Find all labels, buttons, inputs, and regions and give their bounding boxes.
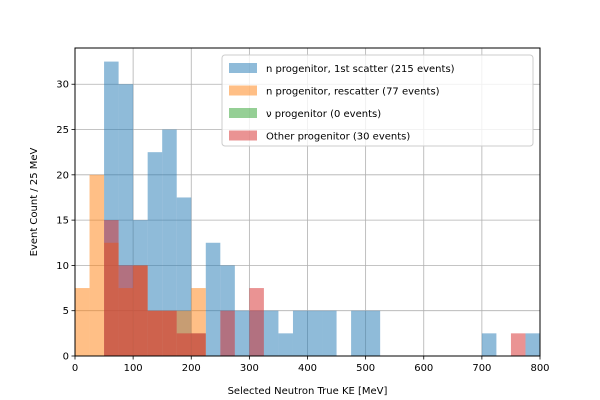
histogram-bar <box>220 310 235 356</box>
y-tick-label: 30 <box>56 80 69 91</box>
histogram-bar <box>307 310 323 356</box>
histogram-bar <box>481 333 497 356</box>
series-3-bars <box>104 220 526 356</box>
y-tick-label: 0 <box>63 352 69 363</box>
histogram-bars <box>75 61 540 357</box>
legend-label: n progenitor, 1st scatter (215 events) <box>266 64 455 75</box>
histogram-bar <box>249 288 264 356</box>
x-axis-label: Selected Neutron True KE [MeV] <box>228 386 388 397</box>
x-axis-ticks: 0 100 200 300 400 500 600 700 800 <box>72 356 550 374</box>
histogram-bar <box>191 333 206 356</box>
x-tick-label: 300 <box>240 363 259 374</box>
histogram-bar <box>322 310 337 356</box>
legend-swatch <box>229 85 257 96</box>
y-tick-label: 20 <box>56 170 69 181</box>
legend-swatch <box>229 63 257 73</box>
legend-label: Other progenitor (30 events) <box>266 132 410 143</box>
y-axis-label: Event Count / 25 MeV <box>29 147 40 256</box>
histogram-bar <box>162 129 177 356</box>
y-tick-label: 25 <box>56 125 69 136</box>
y-tick-label: 15 <box>56 216 69 227</box>
x-tick-label: 400 <box>298 363 317 374</box>
x-tick-label: 100 <box>124 363 143 374</box>
histogram-bar <box>89 174 105 356</box>
histogram-bar <box>263 310 279 356</box>
histogram-bar <box>176 333 192 356</box>
x-tick-label: 700 <box>472 363 491 374</box>
legend-label: n progenitor, rescatter (77 events) <box>266 87 440 98</box>
y-tick-label: 5 <box>63 306 69 317</box>
histogram-bar <box>118 265 134 356</box>
legend-swatch <box>229 130 257 141</box>
histogram-bar <box>147 152 163 356</box>
histogram-bar <box>525 333 540 356</box>
y-axis-ticks: 0 5 10 15 20 25 30 <box>56 80 75 363</box>
histogram-bar <box>104 220 119 356</box>
y-tick-label: 10 <box>56 261 69 272</box>
histogram-bar <box>133 265 148 356</box>
legend-swatch <box>229 108 257 118</box>
histogram-bar <box>292 310 308 356</box>
histogram-bar <box>510 333 526 356</box>
x-tick-label: 200 <box>182 363 201 374</box>
histogram-bar <box>162 310 177 356</box>
legend-box <box>221 54 534 147</box>
legend: n progenitor, 1st scatter (215 events) n … <box>221 54 534 147</box>
histogram-bar <box>147 310 163 356</box>
histogram-bar <box>351 310 366 356</box>
histogram-bar <box>75 288 90 356</box>
histogram-bar <box>234 310 250 356</box>
x-tick-label: 600 <box>414 363 433 374</box>
x-tick-label: 0 <box>72 363 78 374</box>
histogram-bar <box>278 333 293 356</box>
x-tick-label: 800 <box>530 363 549 374</box>
histogram-bar <box>365 310 381 356</box>
histogram-bar <box>205 242 221 356</box>
legend-label: ν progenitor (0 events) <box>266 109 381 120</box>
x-tick-label: 500 <box>356 363 375 374</box>
